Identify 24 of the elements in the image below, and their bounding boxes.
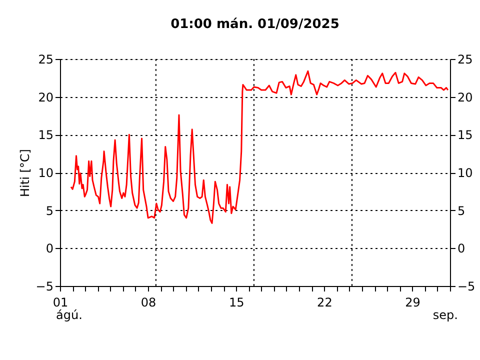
x-tick-label: 29: [405, 296, 420, 310]
y2-tick-label: 15: [458, 128, 473, 142]
text: sep.: [432, 308, 458, 322]
y2-tick-label: 20: [458, 90, 473, 104]
y-tick-label: 10: [38, 166, 54, 180]
x-tick-label: 15: [228, 296, 244, 310]
y-tick-label: 20: [38, 90, 54, 104]
chart-title: 01:00 mán. 01/09/2025: [170, 17, 340, 32]
y2-tick-label: −5: [458, 280, 476, 294]
x-tick-label: 01: [52, 296, 68, 310]
y-tick-label: 15: [38, 128, 54, 142]
y-tick-label: 25: [38, 52, 54, 66]
y2-tick-label: 0: [458, 242, 466, 256]
y2-tick-label: 5: [458, 204, 466, 218]
x-tick-label: 08: [140, 296, 156, 310]
y-tick-label: −5: [36, 280, 54, 294]
y2-tick-label: 25: [458, 52, 473, 66]
y2-tick-label: 10: [458, 166, 473, 180]
y-tick-label: 5: [46, 204, 54, 218]
y-axis-title: Hiti [°C]: [18, 149, 32, 197]
x-tick-label: 22: [317, 296, 332, 310]
text: ágú.: [56, 308, 82, 322]
y-tick-label: 0: [46, 242, 54, 256]
line-series: [70, 70, 449, 224]
